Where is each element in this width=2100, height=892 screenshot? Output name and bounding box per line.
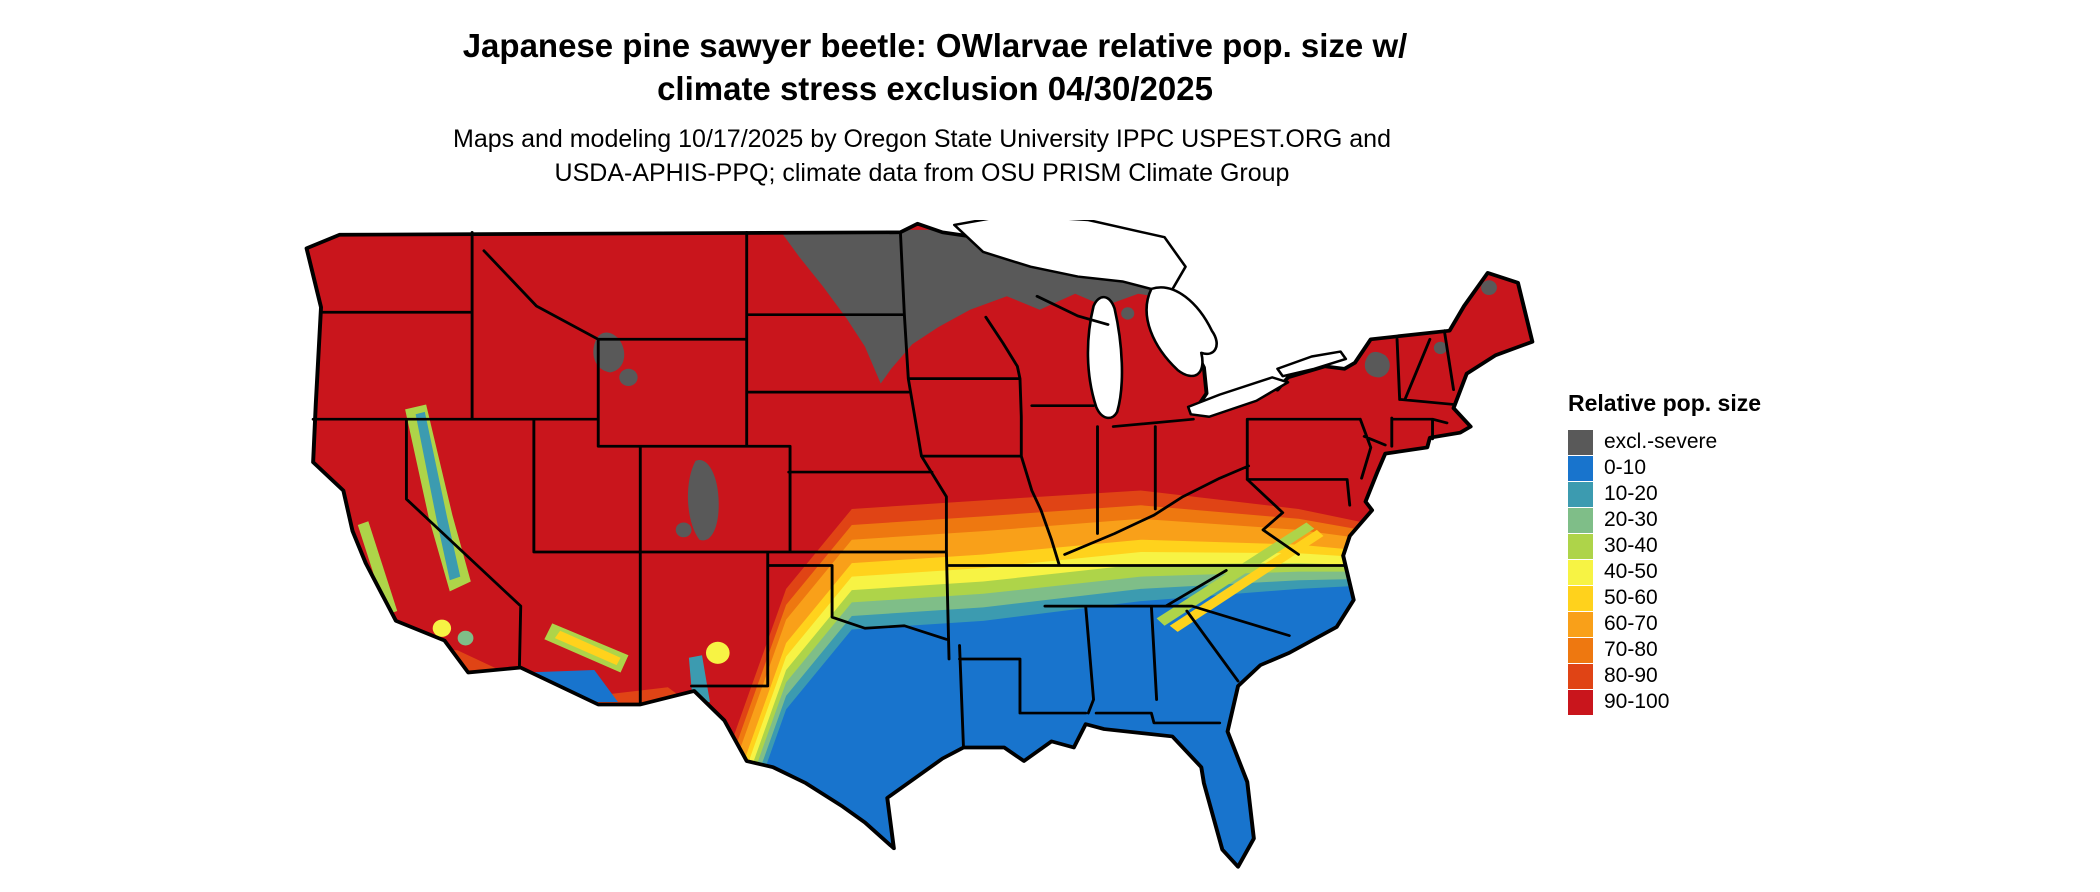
legend-label: excl.-severe [1604,430,1718,453]
page-subtitle-line2: USDA-APHIS-PPQ; climate data from OSU PR… [554,159,1290,187]
legend-label: 90-100 [1604,690,1670,713]
legend-swatch-20-30 [1568,507,1593,533]
legend-swatch-0-10 [1568,455,1593,481]
legend-row-90-100: 90-100 [1568,689,1868,715]
legend-label: 20-30 [1604,508,1658,531]
legend-label: 40-50 [1604,560,1658,583]
mogollon-rim-core [554,630,621,666]
sacramento-mountains-patch [705,641,730,664]
legend-row-10-20: 10-20 [1568,481,1868,507]
legend-label: 10-20 [1604,482,1658,505]
great-lakes [952,220,1348,420]
excluded-region-colorado-rockies [687,460,719,541]
page-title: Japanese pine sawyer beetle: OWlarvae re… [0,24,1870,110]
legend-swatch-10-20 [1568,481,1593,507]
legend-swatch-30-40 [1568,533,1593,559]
lake-ontario [1276,350,1348,378]
legend-row-20-30: 20-30 [1568,507,1868,533]
legend-label: 70-80 [1604,638,1658,661]
legend-row-70-80: 70-80 [1568,637,1868,663]
legend-label: 30-40 [1604,534,1658,557]
lake-erie [1186,376,1290,418]
excluded-region-yellowstone [593,332,625,373]
legend-title: Relative pop. size [1568,390,1762,416]
legend-row-60-70: 60-70 [1568,611,1868,637]
page-subtitle: Maps and modeling 10/17/2025 by Oregon S… [0,122,1844,190]
legend-label: 50-60 [1604,586,1658,609]
legend-label: 0-10 [1604,456,1647,479]
excluded-region-white-mountains [1433,341,1447,355]
page-title-line2: climate stress exclusion 04/30/2025 [657,70,1213,107]
lake-michigan [1086,295,1124,420]
page-subtitle-line1: Maps and modeling 10/17/2025 by Oregon S… [453,125,1391,153]
legend-row-0-10: 0-10 [1568,455,1868,481]
socal-mountain-patch-1 [432,619,452,637]
coast-range-streak [357,521,398,615]
us-choropleth-map [300,220,1535,884]
legend-swatch-60-70 [1568,611,1593,637]
legend-swatch-90-100 [1568,689,1593,715]
excluded-region-north-maine [1481,280,1497,296]
excluded-region-wind-river [619,368,638,386]
excluded-region-san-juans [675,522,692,538]
legend-label: 60-70 [1604,612,1658,635]
legend-swatch-50-60 [1568,585,1593,611]
map-legend: Relative pop. size excl.-severe 0-10 10-20… [1568,390,1868,715]
appalachian-streak-yellow [1169,529,1324,632]
socal-mountain-patch-2 [457,630,474,646]
legend-items: excl.-severe 0-10 10-20 20-30 30-40 40-50 50-6… [1568,429,1868,715]
legend-swatch-40-50 [1568,559,1593,585]
legend-row-30-40: 30-40 [1568,533,1868,559]
legend-swatch-excl.-severe [1568,429,1593,455]
state-borders [311,230,1455,749]
legend-row-40-50: 40-50 [1568,559,1868,585]
appalachian-streak-green [1156,522,1315,626]
page-title-line1: Japanese pine sawyer beetle: OWlarvae re… [462,27,1408,64]
legend-row-80-90: 80-90 [1568,663,1868,689]
lake-huron [1145,286,1218,378]
excluded-region-adirondacks [1364,351,1390,378]
legend-swatch-70-80 [1568,637,1593,663]
legend-swatch-80-90 [1568,663,1593,689]
us-map-svg [304,220,1535,869]
excluded-region-north-michigan [1121,307,1135,320]
legend-row-excl.-severe: excl.-severe [1568,429,1868,455]
legend-row-50-60: 50-60 [1568,585,1868,611]
legend-label: 80-90 [1604,664,1658,687]
